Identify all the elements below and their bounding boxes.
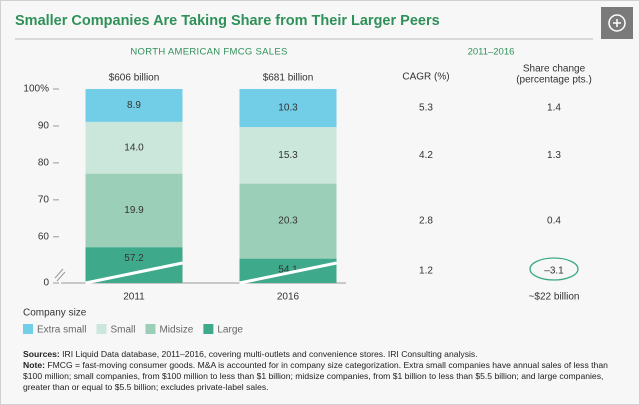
legend-title: Company size xyxy=(23,308,87,319)
data-label: 19.9 xyxy=(124,205,144,216)
legend-swatch xyxy=(145,324,156,334)
period: 2011–2016 xyxy=(468,47,515,58)
data-label: 15.3 xyxy=(278,150,298,161)
cagr-value: 5.3 xyxy=(419,103,433,114)
bar-break xyxy=(239,261,337,285)
legend-swatch xyxy=(23,324,33,334)
legend-swatch xyxy=(203,324,214,334)
subtitle: NORTH AMERICAN FMCG SALES xyxy=(130,47,287,58)
y-tick-label: 80 xyxy=(38,158,50,169)
y-tick-label: 70 xyxy=(38,194,50,205)
x-tick-label: 2016 xyxy=(277,292,300,303)
expand-icon xyxy=(608,14,626,32)
note-text: FMCG = fast-moving consumer goods. M&A i… xyxy=(23,360,608,392)
total-label: $606 billion xyxy=(109,73,160,84)
bar-segment xyxy=(85,173,183,248)
cagr-value: 4.2 xyxy=(419,150,433,161)
legend-label: Extra small xyxy=(37,325,86,336)
y-tick-label: 100% xyxy=(23,84,49,95)
bar-segment xyxy=(85,121,183,174)
cagr-value: 1.2 xyxy=(419,265,433,276)
chart: Smaller Companies Are Taking Share from … xyxy=(15,7,633,336)
bar-segment xyxy=(239,183,337,259)
legend-label: Large xyxy=(217,325,243,336)
data-label: 14.0 xyxy=(124,142,144,153)
bar-segment xyxy=(239,127,337,184)
sources: Sources: IRI Liquid Data database, 2011–… xyxy=(23,349,629,360)
bar-segment xyxy=(239,89,337,128)
share-change-value: –3.1 xyxy=(544,265,564,276)
bar-break xyxy=(85,261,183,285)
share-change-value: 0.4 xyxy=(547,216,561,227)
sources-label: Sources: xyxy=(23,349,60,359)
note: Note: FMCG = fast-moving consumer goods.… xyxy=(23,360,629,393)
x-tick-label: 2011 xyxy=(123,292,145,303)
y-tick-label: 90 xyxy=(38,121,50,132)
y-tick-label: 0 xyxy=(43,278,49,289)
share-change-total: ~$22 billion xyxy=(529,292,580,303)
bar-segment xyxy=(85,89,183,122)
data-label: 20.3 xyxy=(278,216,298,227)
legend-label: Midsize xyxy=(159,325,193,336)
chart-title: Smaller Companies Are Taking Share from … xyxy=(15,13,440,29)
data-label: 10.3 xyxy=(278,103,298,114)
data-label: 8.9 xyxy=(127,100,141,111)
share-change-value: 1.3 xyxy=(547,150,561,161)
total-label: $681 billion xyxy=(263,73,314,84)
column-header: CAGR (%) xyxy=(402,72,449,83)
legend-swatch xyxy=(96,324,107,334)
note-label: Note: xyxy=(23,360,45,370)
column-header: Share change xyxy=(523,64,586,75)
y-tick-label: 60 xyxy=(38,231,50,242)
sources-text: IRI Liquid Data database, 2011–2016, cov… xyxy=(62,349,478,359)
highlight xyxy=(529,257,579,281)
footer: Sources: IRI Liquid Data database, 2011–… xyxy=(23,349,629,393)
column-header: (percentage pts.) xyxy=(516,75,592,86)
data-label: 57.2 xyxy=(124,253,144,264)
axis-break xyxy=(54,268,64,279)
axis-break xyxy=(56,271,66,282)
share-change-value: 1.4 xyxy=(547,103,561,114)
data-label: 54.1 xyxy=(278,264,298,275)
legend-label: Small xyxy=(110,325,135,336)
cagr-value: 2.8 xyxy=(419,216,433,227)
